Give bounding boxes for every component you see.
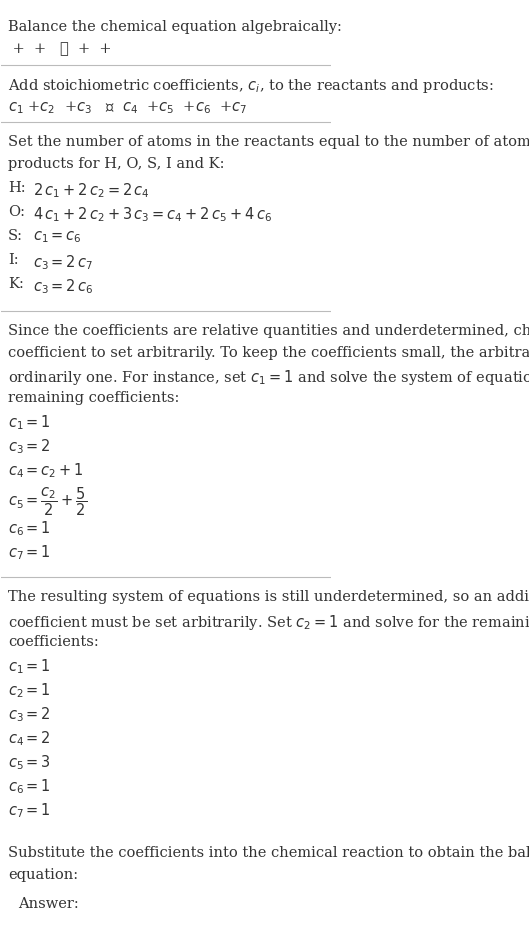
Text: $c_1 = 1$: $c_1 = 1$ (8, 658, 51, 676)
Text: O:: O: (8, 206, 25, 219)
Text: products for H, O, S, I and K:: products for H, O, S, I and K: (8, 157, 224, 171)
Text: $2\,c_1 + 2\,c_2 = 2\,c_4$: $2\,c_1 + 2\,c_2 = 2\,c_4$ (33, 181, 150, 200)
Text: coefficient must be set arbitrarily. Set $c_2 = 1$ and solve for the remaining: coefficient must be set arbitrarily. Set… (8, 613, 529, 631)
Text: $c_5 = \dfrac{c_2}{2} + \dfrac{5}{2}$: $c_5 = \dfrac{c_2}{2} + \dfrac{5}{2}$ (8, 485, 87, 518)
Text: equation:: equation: (8, 869, 78, 883)
Text: Substitute the coefficients into the chemical reaction to obtain the balanced: Substitute the coefficients into the che… (8, 846, 529, 860)
Text: $c_4 = c_2 + 1$: $c_4 = c_2 + 1$ (8, 461, 84, 480)
Text: $4\,c_1 + 2\,c_2 + 3\,c_3 = c_4 + 2\,c_5 + 4\,c_6$: $4\,c_1 + 2\,c_2 + 3\,c_3 = c_4 + 2\,c_5… (33, 206, 272, 224)
Text: S:: S: (8, 229, 23, 244)
Text: $c_6 = 1$: $c_6 = 1$ (8, 777, 51, 796)
Text: $c_5 = 3$: $c_5 = 3$ (8, 753, 51, 772)
Text: $c_2 = 1$: $c_2 = 1$ (8, 682, 51, 700)
Text: Add stoichiometric coefficients, $c_i$, to the reactants and products:: Add stoichiometric coefficients, $c_i$, … (8, 77, 494, 96)
Text: $c_3 = 2$: $c_3 = 2$ (8, 437, 51, 456)
Text: The resulting system of equations is still underdetermined, so an additional: The resulting system of equations is sti… (8, 591, 529, 604)
Text: $c_3 = 2\,c_7$: $c_3 = 2\,c_7$ (33, 253, 93, 272)
Text: $c_1 = 1$: $c_1 = 1$ (8, 413, 51, 432)
Text: $c_1 = c_6$: $c_1 = c_6$ (33, 229, 81, 245)
Text: K:: K: (8, 277, 24, 291)
Text: $c_6 = 1$: $c_6 = 1$ (8, 520, 51, 538)
Text: $c_4 = 2$: $c_4 = 2$ (8, 729, 51, 748)
Text: ordinarily one. For instance, set $c_1 = 1$ and solve the system of equations fo: ordinarily one. For instance, set $c_1 =… (8, 368, 529, 387)
Text: H:: H: (8, 181, 25, 195)
Text: $c_1$ +$c_2$  +$c_3$   ➶  $c_4$  +$c_5$  +$c_6$  +$c_7$: $c_1$ +$c_2$ +$c_3$ ➶ $c_4$ +$c_5$ +$c_6… (8, 100, 248, 116)
FancyBboxPatch shape (4, 881, 209, 930)
Text: +  +   ➶  +  +: + + ➶ + + (8, 42, 116, 56)
Text: coefficients:: coefficients: (8, 635, 99, 649)
Text: I:: I: (8, 253, 19, 267)
Text: Answer:: Answer: (18, 897, 79, 911)
Text: coefficient to set arbitrarily. To keep the coefficients small, the arbitrary va: coefficient to set arbitrarily. To keep … (8, 346, 529, 360)
Text: Since the coefficients are relative quantities and underdetermined, choose a: Since the coefficients are relative quan… (8, 324, 529, 338)
Text: Balance the chemical equation algebraically:: Balance the chemical equation algebraica… (8, 20, 342, 33)
Text: $c_3 = 2\,c_6$: $c_3 = 2\,c_6$ (33, 277, 93, 296)
Text: $c_7 = 1$: $c_7 = 1$ (8, 801, 51, 820)
Text: Set the number of atoms in the reactants equal to the number of atoms in the: Set the number of atoms in the reactants… (8, 135, 529, 149)
Text: $c_7 = 1$: $c_7 = 1$ (8, 544, 51, 563)
Text: remaining coefficients:: remaining coefficients: (8, 391, 179, 405)
Text: $c_3 = 2$: $c_3 = 2$ (8, 705, 51, 724)
